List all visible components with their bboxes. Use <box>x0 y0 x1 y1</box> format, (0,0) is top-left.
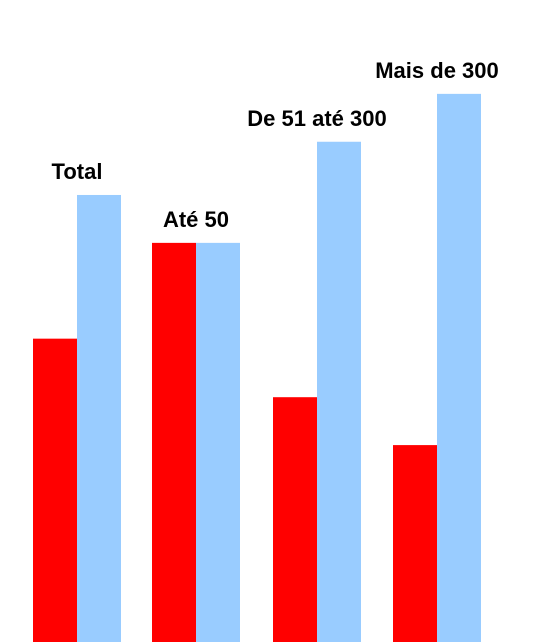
category-label-ate-50: Até 50 <box>163 207 229 232</box>
bar-series-1-de-51-ate-300 <box>273 397 317 642</box>
category-label-total: Total <box>52 159 103 184</box>
bar-series-1-total <box>33 338 77 642</box>
bar-series-2-total <box>77 194 121 642</box>
category-labels-group: Total Até 50 De 51 até 300 Mais de 300 <box>52 58 499 232</box>
bar-series-2-mais-de-300 <box>437 93 481 642</box>
bars-group <box>33 93 481 642</box>
bar-series-2-ate-50 <box>196 242 240 642</box>
bar-series-1-ate-50 <box>152 242 196 642</box>
bar-series-1-mais-de-300 <box>393 445 437 642</box>
category-label-mais-de-300: Mais de 300 <box>375 58 499 83</box>
bar-series-2-de-51-ate-300 <box>317 141 361 642</box>
category-label-de-51-ate-300: De 51 até 300 <box>247 106 386 131</box>
